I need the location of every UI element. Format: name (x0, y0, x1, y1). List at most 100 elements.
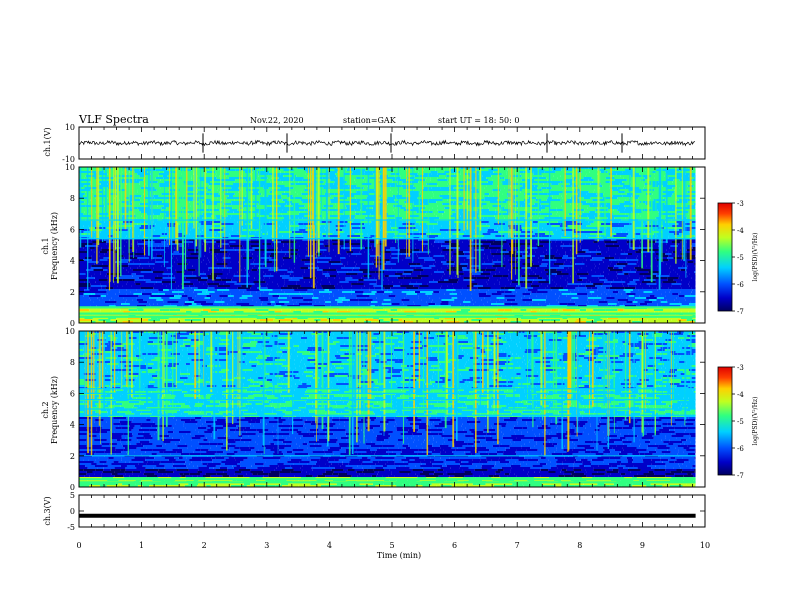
spectrogram-cell (90, 183, 101, 186)
spectrogram-cell (117, 167, 124, 170)
spectrogram-cell (522, 263, 534, 266)
spectrogram-cell (397, 257, 406, 260)
spectrogram-cell (624, 201, 631, 204)
spectrogram-cell (299, 211, 308, 214)
spectrogram-cell (667, 305, 681, 308)
spectrogram-cell (426, 247, 439, 250)
spectrogram-cell (79, 201, 85, 204)
spectrogram-cell (463, 273, 473, 276)
spectrogram-cell (340, 253, 348, 256)
spectrogram-cell (176, 171, 187, 174)
spectrogram-cell (303, 299, 313, 302)
spectrogram-cell (104, 205, 111, 208)
spectrogram-cell (541, 305, 547, 308)
spectrogram-cell (286, 207, 299, 210)
spectrogram-cell (269, 213, 282, 216)
spectrogram-cell (428, 303, 435, 306)
spectrogram-cell (183, 273, 193, 276)
spectrogram-cell (556, 245, 561, 248)
spectrogram-cell (147, 301, 159, 304)
spectrogram-cell (104, 253, 119, 256)
spectrogram-cell (663, 261, 674, 264)
spectrogram-cell (484, 197, 495, 200)
spectrogram-cell (660, 179, 667, 182)
spectrogram-cell (117, 243, 132, 246)
spectrogram-cell (136, 297, 149, 300)
spectrogram-cell (571, 191, 579, 194)
spectrogram-cell (266, 251, 277, 254)
spectrogram-cell (194, 289, 209, 292)
spectrogram-cell (440, 239, 452, 242)
spectrogram-cell (369, 253, 379, 256)
spectrogram-cell (229, 241, 236, 244)
spectrogram-cell (344, 305, 350, 308)
spectrogram-cell (79, 283, 91, 286)
spectrogram-cell (415, 267, 422, 270)
spectrogram-cell (542, 175, 554, 178)
spectrogram-cell (574, 289, 579, 292)
spectrogram-cell (258, 173, 265, 176)
spectrogram-cell (163, 171, 170, 174)
spectrogram-cell (208, 285, 218, 288)
spectrogram-cell (196, 209, 210, 212)
spectrogram-cell (491, 175, 498, 178)
spectrogram-cell (79, 229, 90, 232)
spectrogram-cell (289, 237, 304, 240)
spectrogram-cell (423, 303, 429, 306)
spectrogram-cell (231, 187, 239, 190)
spectrogram-cell (267, 287, 282, 290)
spectrogram-cell (537, 245, 544, 248)
spectrogram-cell (172, 257, 177, 260)
spectrogram-cell (407, 177, 415, 180)
spectrogram-cell (343, 183, 353, 186)
spectrogram-cell (199, 245, 205, 248)
spectrogram-cell (504, 297, 512, 300)
spectrogram-cell (186, 257, 199, 260)
spectrogram-cell (451, 277, 464, 280)
spectrogram-cell (349, 175, 362, 178)
spectrogram-cell (318, 211, 328, 214)
spectrogram-cell (415, 225, 421, 228)
spectrogram-cell (575, 257, 584, 260)
spectrogram-cell (191, 303, 197, 306)
spectrogram-cell (191, 287, 198, 290)
spectrogram-cell (545, 287, 551, 290)
spectrogram-cell (295, 265, 309, 268)
spectrogram-cell (160, 235, 174, 238)
spectrogram-cell (152, 167, 162, 170)
spectrogram-cell (626, 261, 638, 264)
spectrogram-cell (453, 271, 464, 274)
spectrogram-cell (302, 239, 313, 242)
spectrogram-cell (508, 289, 515, 292)
spectrogram-cell (240, 305, 254, 308)
spectrogram-cell (177, 175, 186, 178)
spectrogram-cell (652, 291, 666, 294)
spectrogram-cell (119, 209, 134, 212)
spectrogram-cell (149, 303, 154, 306)
spectrogram-cell (533, 229, 546, 232)
spectrogram-cell (138, 245, 148, 248)
spectrogram-cell (428, 305, 440, 308)
spectrogram-cell (371, 291, 377, 294)
spectrogram-cell (383, 189, 391, 192)
spectrogram-cell (343, 187, 355, 190)
spectrogram-cell (689, 273, 696, 276)
spectrogram-cell (619, 183, 625, 186)
spectrogram-cell (199, 281, 207, 284)
spectrogram-cell (248, 233, 263, 236)
spectrogram-cell (256, 291, 264, 294)
spectrogram-cell (79, 271, 90, 274)
spectrogram-cell (684, 215, 691, 218)
spectrogram-cell (375, 293, 384, 296)
spectrogram-cell (147, 171, 160, 174)
spectrogram-cell (516, 203, 529, 206)
spectrogram-cell (83, 247, 90, 250)
spectrogram-cell (175, 277, 186, 280)
spectrogram-cell (380, 229, 393, 232)
spectrogram-cell (199, 203, 204, 206)
spectrogram-cell (410, 209, 422, 212)
spectrogram-cell (602, 195, 613, 198)
spectrogram-cell (605, 287, 610, 290)
spectrogram-cell (119, 263, 129, 266)
spectrogram-cell (352, 171, 365, 174)
